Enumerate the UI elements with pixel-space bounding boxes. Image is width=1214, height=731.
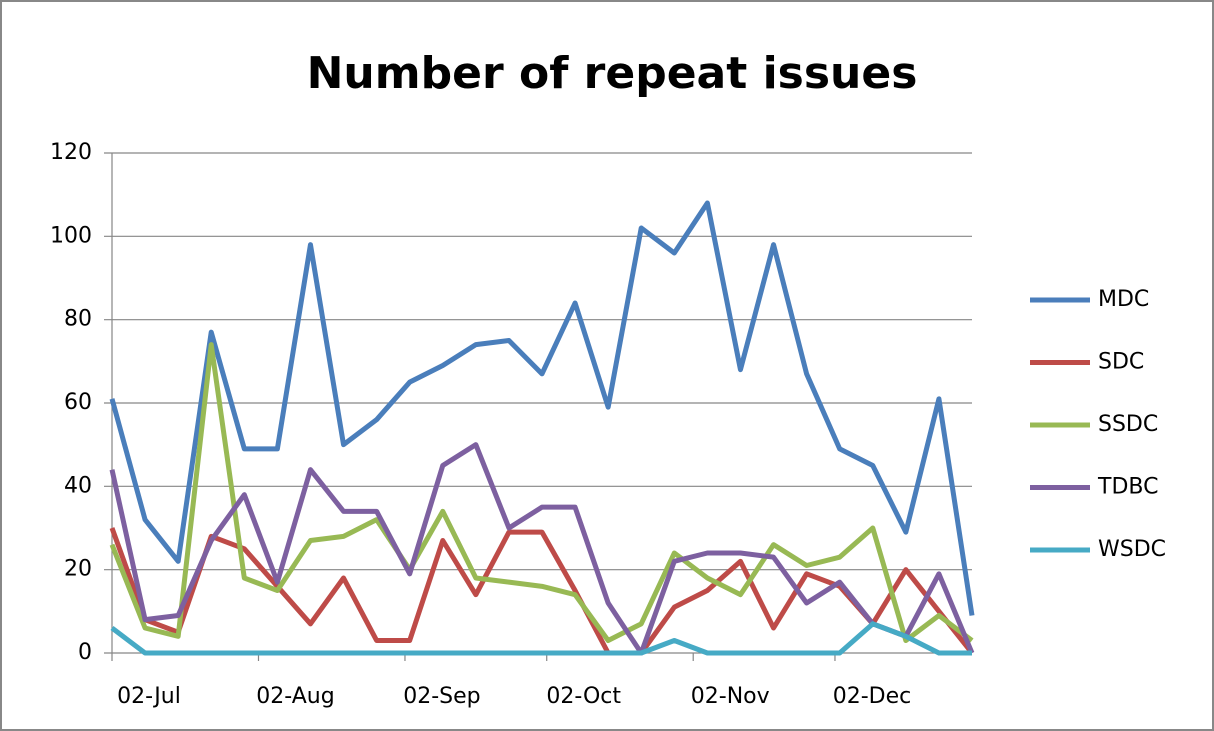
legend-label: MDC xyxy=(1098,287,1149,312)
x-tick-label: 02-Oct xyxy=(546,684,621,709)
y-tick-label: 40 xyxy=(64,473,92,498)
y-tick-label: 80 xyxy=(64,307,92,332)
series-line xyxy=(109,442,975,656)
x-tick-label: 02-Sep xyxy=(403,684,480,709)
y-tick-label: 100 xyxy=(50,223,92,248)
legend-label: TDBC xyxy=(1097,475,1158,500)
legend-label: SDC xyxy=(1098,350,1144,375)
x-tick-label: 02-Jul xyxy=(117,684,181,709)
series-line xyxy=(109,342,974,643)
y-tick-label: 60 xyxy=(64,390,92,415)
x-tick-label: 02-Dec xyxy=(833,684,912,709)
y-tick-label: 120 xyxy=(50,140,92,165)
series-line xyxy=(109,200,975,616)
y-tick-label: 0 xyxy=(78,640,92,665)
series-line xyxy=(109,527,974,656)
legend-label: WSDC xyxy=(1098,537,1166,562)
x-tick-label: 02-Nov xyxy=(691,684,770,709)
y-tick-label: 20 xyxy=(64,557,92,582)
legend-label: SSDC xyxy=(1098,412,1158,437)
x-tick-label: 02-Aug xyxy=(256,684,334,709)
series-line xyxy=(110,621,972,656)
chart-title: Number of repeat issues xyxy=(307,48,918,99)
